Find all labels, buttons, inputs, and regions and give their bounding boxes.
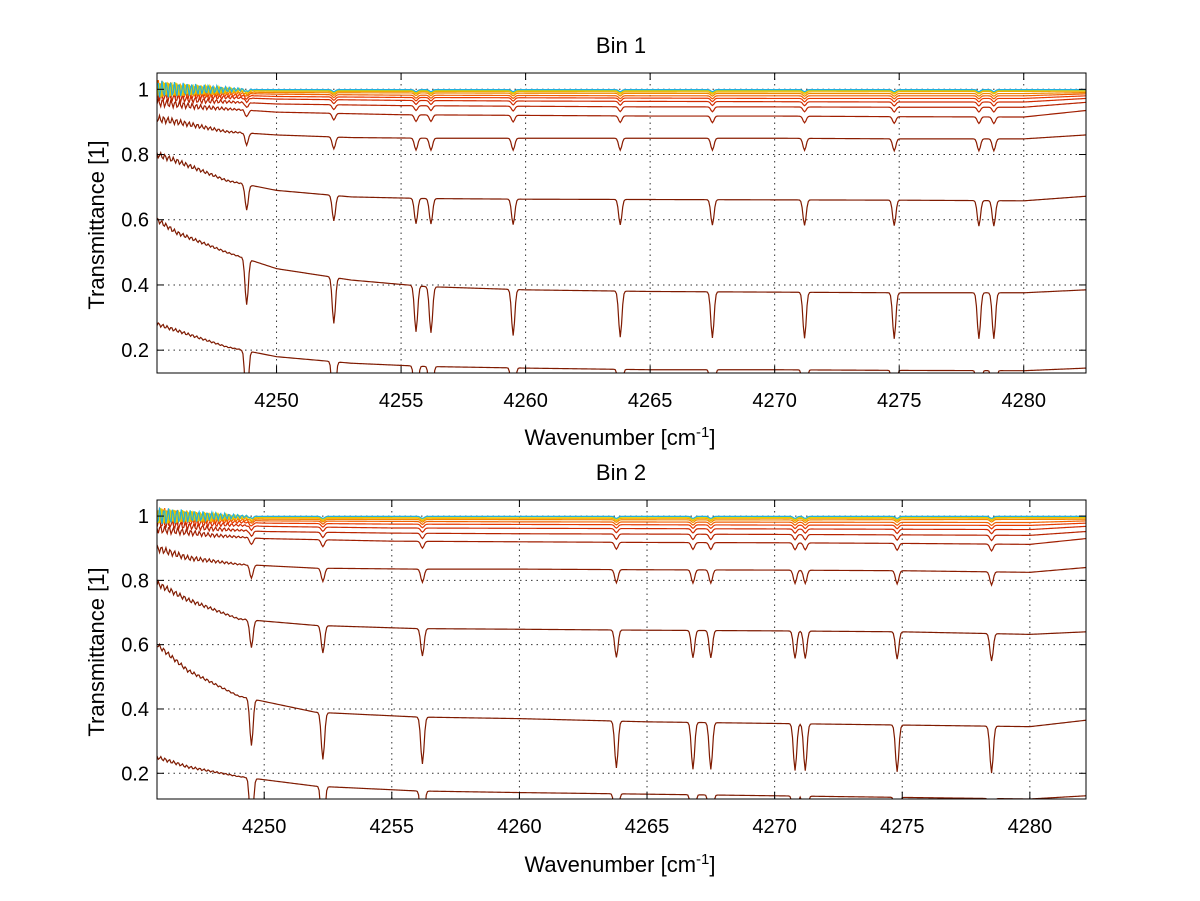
- x-tick-label: 4280: [1008, 816, 1053, 838]
- x-axis-label: Wavenumber [cm-1]: [524, 851, 715, 877]
- axes-frame: [156, 72, 1087, 374]
- series-line: [157, 91, 1086, 113]
- series-line: [157, 579, 1086, 662]
- chart-title: Bin 1: [596, 33, 646, 58]
- y-tick-label: 0.2: [121, 763, 149, 785]
- series-line: [157, 82, 1086, 97]
- x-tick-label: 4260: [497, 816, 542, 838]
- subplot-bin-2: Bin 2 Transmittance [1] Wavenumber [cm-1…: [84, 460, 1087, 877]
- series-line: [157, 755, 1086, 799]
- series-line: [157, 80, 1086, 98]
- series-line: [157, 544, 1086, 587]
- x-tick-label: 4275: [877, 390, 922, 412]
- x-tick-label: 4270: [752, 816, 797, 838]
- y-tick-label: 0.6: [121, 635, 149, 657]
- x-tick-label: 4260: [503, 390, 548, 412]
- series-line: [157, 217, 1086, 339]
- series-line: [157, 508, 1086, 524]
- y-tick-label: 0.8: [121, 570, 149, 592]
- series-line: [157, 524, 1086, 553]
- x-tick-label: 4280: [1001, 390, 1046, 412]
- series-line: [157, 82, 1086, 98]
- series-line: [157, 150, 1086, 227]
- series-line: [157, 79, 1086, 100]
- series-line: [157, 84, 1086, 103]
- plot-area: [157, 79, 1086, 373]
- series-line: [157, 516, 1086, 542]
- subplot-bin-1: Bin 1 Transmittance [1] Wavenumber [cm-1…: [84, 33, 1087, 450]
- x-tick-label: 4255: [379, 390, 424, 412]
- y-tick-label: 0.6: [121, 210, 149, 232]
- series-line: [157, 321, 1086, 373]
- y-axis-label: Transmittance [1]: [84, 567, 109, 736]
- x-tick-label: 4265: [625, 816, 670, 838]
- x-axis-label: Wavenumber [cm-1]: [524, 424, 715, 450]
- series-line: [157, 642, 1086, 774]
- x-tick-label: 4275: [880, 816, 925, 838]
- series-line: [157, 81, 1086, 98]
- series-line: [157, 506, 1086, 527]
- grid: [157, 500, 1086, 799]
- x-tick-label: 4250: [254, 390, 299, 412]
- series-line: [157, 509, 1086, 524]
- x-tick-label: 4270: [752, 390, 797, 412]
- y-tick-label: 0.4: [121, 275, 149, 297]
- series-line: [157, 507, 1086, 525]
- chart-title: Bin 2: [596, 460, 646, 485]
- y-tick-label: 0.2: [121, 340, 149, 362]
- y-tick-label: 1: [138, 506, 149, 528]
- axes-frame: [156, 499, 1087, 800]
- series-line: [157, 113, 1086, 153]
- y-axis-label: Transmittance [1]: [84, 140, 109, 309]
- series-line: [157, 97, 1086, 125]
- y-tick-label: 0.4: [121, 699, 149, 721]
- x-tick-label: 4265: [628, 390, 673, 412]
- series-line: [157, 508, 1086, 525]
- series-line: [157, 514, 1086, 535]
- y-tick-label: 1: [138, 79, 149, 101]
- y-tick-label: 0.8: [121, 145, 149, 167]
- plot-area: [157, 506, 1086, 799]
- x-tick-label: 4255: [370, 816, 415, 838]
- series-line: [157, 87, 1086, 107]
- x-tick-label: 4250: [242, 816, 287, 838]
- series-line: [157, 509, 1086, 530]
